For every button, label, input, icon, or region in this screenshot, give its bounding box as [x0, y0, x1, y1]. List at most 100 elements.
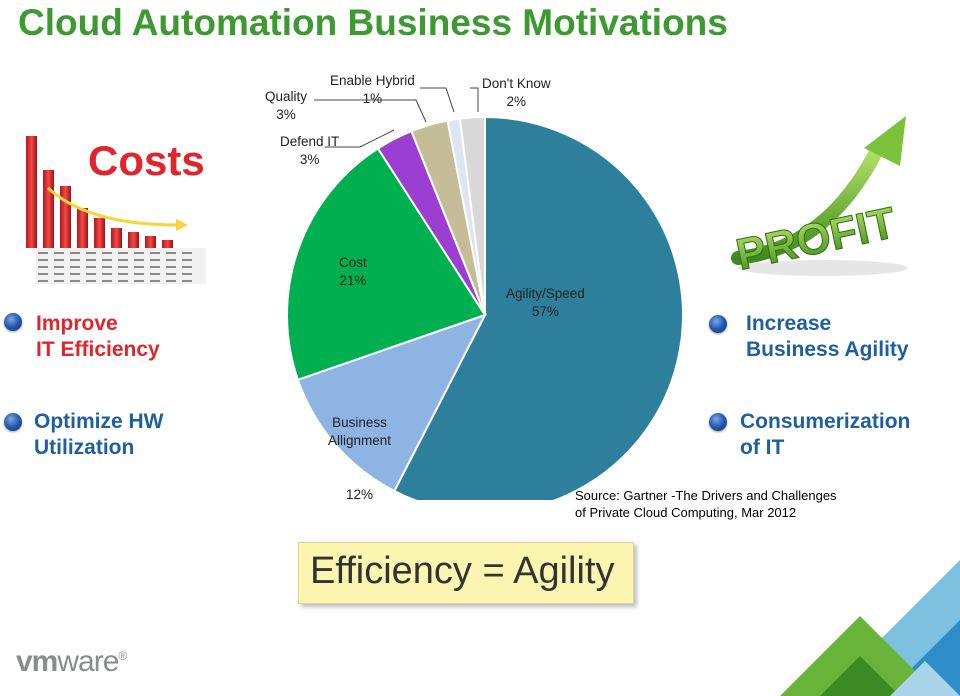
cost-table-cell	[150, 259, 160, 261]
pie-label-business-value: 12%	[346, 487, 374, 502]
cost-bar	[77, 208, 88, 248]
cost-table-cell	[134, 266, 144, 268]
cost-bar	[145, 236, 156, 248]
pie-slice-cost	[286, 147, 487, 382]
cost-table-cell	[134, 259, 144, 261]
cost-table-cell	[38, 259, 48, 261]
pie-slice-agility-speed	[392, 115, 684, 500]
pie-label-defend-name: Defend IT	[280, 134, 340, 149]
cost-table-cell	[70, 266, 80, 268]
cost-table-cell	[134, 273, 144, 275]
cost-table-cell	[86, 273, 96, 275]
cost-table-cell	[166, 273, 176, 275]
pie-label-quality-value: 3%	[276, 107, 296, 122]
bullet-increase-business-agility: Increase Business Agility	[746, 312, 909, 361]
cost-table-cell	[166, 259, 176, 261]
cost-table-cell	[38, 280, 48, 282]
pie-label-dontknow-value: 2%	[506, 94, 527, 109]
cost-table-cell	[86, 280, 96, 282]
cost-table-cell	[102, 273, 112, 275]
cost-table-cell	[118, 259, 128, 261]
cost-bar	[43, 170, 54, 248]
pie-label-cost-name: Cost	[339, 255, 367, 270]
cost-table-cell	[182, 252, 192, 254]
cost-table-cell	[134, 252, 144, 254]
declining-costs-graphic	[26, 136, 206, 284]
pie-label-agility-name: Agility/Speed	[506, 286, 585, 301]
pie-label-agility-value: 57%	[531, 304, 559, 319]
cost-table-cell	[134, 280, 144, 282]
cost-table-cell	[86, 259, 96, 261]
cost-table-cell	[86, 252, 96, 254]
pie-label-quality-name: Quality	[265, 89, 308, 104]
cost-table-cell	[166, 266, 176, 268]
cost-table-cell	[150, 252, 160, 254]
pie-label-dontknow: Don't Know 2%	[482, 75, 551, 111]
cost-table-cell	[70, 259, 80, 261]
cost-table-cell	[102, 259, 112, 261]
bullet-icon	[709, 413, 727, 431]
cost-table-cell	[102, 280, 112, 282]
pie-label-hybrid-name: Enable Hybrid	[330, 73, 415, 88]
cost-bar	[26, 136, 37, 248]
cost-table-cell	[102, 252, 112, 254]
bullet-icon	[4, 313, 22, 331]
pie-label-quality: Quality 3%	[265, 88, 307, 124]
cost-table-cell	[118, 273, 128, 275]
cost-table-cell	[182, 280, 192, 282]
logo-vm: vm	[16, 645, 58, 678]
pie-label-cost: Cost 21%	[339, 254, 367, 290]
cost-table-cell	[54, 266, 64, 268]
logo-ware: ware	[57, 645, 119, 678]
cost-bar	[162, 240, 173, 248]
costs-label: Costs	[88, 137, 205, 184]
cost-bar	[111, 228, 122, 248]
profit-arrow-graphic: PROFIT	[731, 116, 908, 280]
cost-table-cell	[86, 266, 96, 268]
cost-table-cell	[166, 252, 176, 254]
vmware-logo: vmware®	[16, 645, 127, 679]
pie-label-hybrid-value: 1%	[362, 91, 383, 106]
bullet-improve-it-efficiency: Improve IT Efficiency	[36, 312, 160, 361]
bullet-icon	[4, 413, 22, 431]
bullet-icon	[709, 315, 727, 333]
cost-table-cell	[182, 259, 192, 261]
cost-table-cell	[118, 280, 128, 282]
cost-table-cell	[150, 266, 160, 268]
cost-table-cell	[182, 266, 192, 268]
corner-decoration	[780, 560, 960, 696]
pie-label-cost-value: 21%	[339, 273, 367, 288]
bullet-optimize-hw: Optimize HW Utilization	[34, 410, 164, 459]
bullet-consumerization: Consumerization of IT	[740, 410, 911, 459]
tagline-box	[298, 542, 634, 604]
page-title: Cloud Automation Business Motivations	[18, 2, 728, 43]
cost-table-cell	[54, 280, 64, 282]
tagline-text: Efficiency = Agility	[310, 550, 615, 592]
logo-reg: ®	[118, 649, 127, 663]
cost-table-cell	[54, 273, 64, 275]
cost-bar	[60, 186, 71, 248]
cost-table-cell	[54, 259, 64, 261]
pie-label-dontknow-name: Don't Know	[482, 76, 551, 91]
pie-slice-business-allignment	[296, 313, 488, 493]
pie-label-defend: Defend IT 3%	[280, 133, 339, 169]
cost-table-cell	[166, 280, 176, 282]
pie-label-agility: Agility/Speed 57%	[506, 285, 585, 321]
cost-bar	[94, 218, 105, 248]
cost-table-cell	[70, 252, 80, 254]
cost-table-cell	[38, 273, 48, 275]
cost-table-cell	[118, 252, 128, 254]
pie-label-business-name: Business Allignment	[328, 415, 392, 448]
cost-table-cell	[150, 280, 160, 282]
cost-table-cell	[38, 252, 48, 254]
pie-label-defend-value: 3%	[299, 152, 320, 167]
pie-label-hybrid: Enable Hybrid 1%	[330, 72, 415, 108]
source-citation: Source: Gartner -The Drivers and Challen…	[575, 488, 837, 520]
cost-bar	[128, 232, 139, 248]
cost-table-cell	[182, 273, 192, 275]
pie-slice-don-t-know	[458, 115, 486, 316]
cost-table-cell	[38, 266, 48, 268]
cost-table-cell	[54, 252, 64, 254]
pie-chart	[286, 115, 684, 500]
cost-table-cell	[118, 266, 128, 268]
